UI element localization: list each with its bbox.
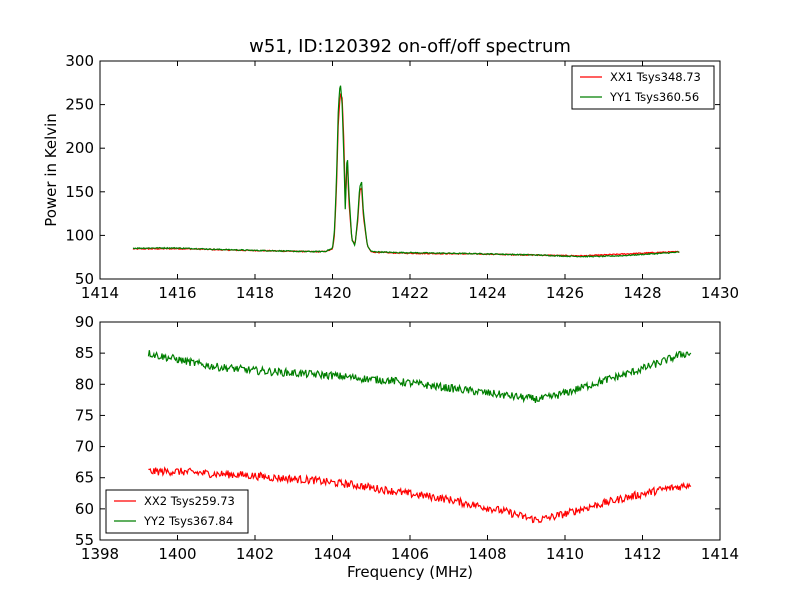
y-tick-label: 70 (75, 438, 94, 456)
y-tick-label: 300 (65, 52, 94, 70)
series-line-2 (132, 85, 680, 258)
legend-label-1: XX2 Tsys259.73 (144, 494, 235, 508)
x-tick-label: 1400 (158, 545, 196, 563)
x-tick-label: 1420 (313, 284, 351, 302)
x-tick-label: 1412 (623, 545, 661, 563)
chart-title: w51, ID:120392 on-off/off spectrum (249, 36, 571, 57)
y-tick-label: 85 (75, 344, 94, 362)
y-tick-label: 90 (75, 313, 94, 331)
y-tick-label: 150 (65, 183, 94, 201)
x-axis-title: Frequency (MHz) (347, 563, 473, 581)
y-tick-label: 200 (65, 139, 94, 157)
y-tick-label: 55 (75, 531, 94, 549)
x-tick-label: 1422 (391, 284, 429, 302)
legend-box (571, 65, 715, 110)
y-tick-label: 60 (75, 500, 94, 518)
legend-box (105, 489, 249, 534)
legend-label-1: XX1 Tsys348.73 (610, 70, 701, 84)
x-tick-label: 1414 (701, 545, 739, 563)
y-tick-label: 80 (75, 375, 94, 393)
x-tick-label: 1428 (623, 284, 661, 302)
x-tick-label: 1404 (313, 545, 351, 563)
x-tick-label: 1424 (468, 284, 506, 302)
x-tick-label: 1410 (546, 545, 584, 563)
legend-label-2: YY2 Tsys367.84 (143, 514, 233, 528)
x-tick-label: 1408 (468, 545, 506, 563)
y-tick-label: 65 (75, 469, 94, 487)
legend: XX2 Tsys259.73 YY2 Tsys367.84 (105, 489, 249, 534)
series-line-1 (148, 466, 692, 524)
y-tick-label: 100 (65, 226, 94, 244)
x-tick-label: 1414 (81, 284, 119, 302)
y-tick-label: 50 (75, 270, 94, 288)
top-plot: 1414 1416 1418 1420 1422 1424 1426 1428 1430 50 10… (65, 52, 739, 302)
bottom-plot: 1398 1400 1402 1404 1406 1408 1410 1412 1414 55 60… (75, 313, 739, 563)
x-tick-label: 1398 (81, 545, 119, 563)
legend-label-2: YY1 Tsys360.56 (609, 90, 699, 104)
legend: XX1 Tsys348.73 YY1 Tsys360.56 (571, 65, 715, 110)
series-line-2 (147, 350, 692, 404)
x-tick-label: 1406 (391, 545, 429, 563)
x-tick-label: 1418 (236, 284, 274, 302)
x-tick-label: 1430 (701, 284, 739, 302)
x-tick-label: 1416 (158, 284, 196, 302)
x-tick-label: 1426 (546, 284, 584, 302)
y-tick-label: 75 (75, 406, 94, 424)
y-tick-label: 250 (65, 96, 94, 114)
y-axis-title: Power in Kelvin (42, 113, 60, 227)
x-tick-label: 1402 (236, 545, 274, 563)
